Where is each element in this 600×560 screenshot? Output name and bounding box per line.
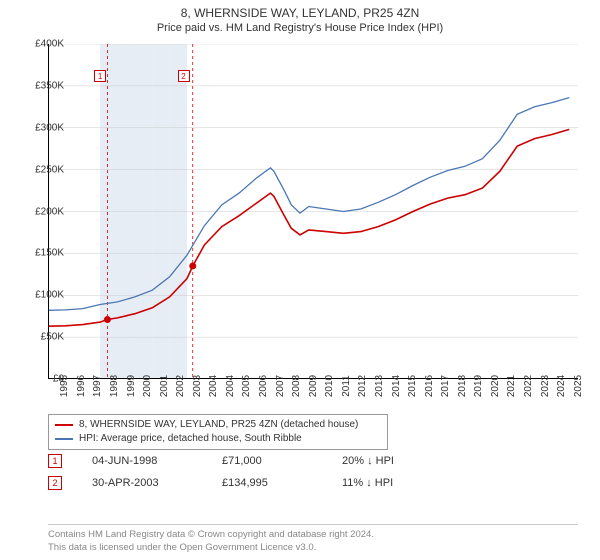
sale-price: £134,995: [222, 477, 312, 489]
sale-row: 2 30-APR-2003 £134,995 11% ↓ HPI: [48, 476, 578, 490]
attribution-line2: This data is licensed under the Open Gov…: [48, 542, 578, 554]
x-tick-label: 2006: [258, 375, 269, 397]
legend-item: HPI: Average price, detached house, Sout…: [55, 432, 381, 446]
x-tick-label: 2000: [142, 375, 153, 397]
plot-area: 12: [48, 44, 578, 379]
x-tick-label: 2021: [506, 375, 517, 397]
chart-title: 8, WHERNSIDE WAY, LEYLAND, PR25 4ZN: [0, 0, 600, 20]
x-tick-label: 2007: [275, 375, 286, 397]
x-tick-label: 2008: [291, 375, 302, 397]
sale-marker-label: 1: [94, 70, 106, 82]
sale-date: 30-APR-2003: [92, 477, 192, 489]
x-tick-label: 2009: [308, 375, 319, 397]
x-tick-label: 2003: [192, 375, 203, 397]
y-tick-label: £300K: [20, 122, 64, 133]
y-tick-label: £200K: [20, 206, 64, 217]
legend-label: HPI: Average price, detached house, Sout…: [79, 432, 302, 446]
legend-swatch: [55, 424, 73, 426]
x-tick-label: 1998: [109, 375, 120, 397]
x-tick-label: 2015: [407, 375, 418, 397]
attribution-line1: Contains HM Land Registry data © Crown c…: [48, 529, 578, 541]
sale-marker-icon: 1: [48, 454, 62, 468]
sale-marker-label: 2: [178, 70, 190, 82]
sale-row: 1 04-JUN-1998 £71,000 20% ↓ HPI: [48, 454, 578, 468]
sale-marker-icon: 2: [48, 476, 62, 490]
y-tick-label: £100K: [20, 290, 64, 301]
y-tick-label: £350K: [20, 80, 64, 91]
legend-swatch: [55, 438, 73, 440]
sale-delta: 11% ↓ HPI: [342, 477, 393, 489]
legend-item: 8, WHERNSIDE WAY, LEYLAND, PR25 4ZN (det…: [55, 418, 381, 432]
x-tick-label: 2017: [440, 375, 451, 397]
x-tick-label: 2018: [457, 375, 468, 397]
x-tick-label: 2025: [573, 375, 584, 397]
x-tick-label: 2013: [374, 375, 385, 397]
x-tick-label: 2024: [556, 375, 567, 397]
y-tick-label: £250K: [20, 164, 64, 175]
y-tick-label: £150K: [20, 248, 64, 259]
sale-delta: 20% ↓ HPI: [342, 455, 394, 467]
x-tick-label: 1999: [126, 375, 137, 397]
x-tick-label: 2016: [424, 375, 435, 397]
x-tick-label: 2010: [324, 375, 335, 397]
x-tick-label: 2011: [341, 375, 352, 397]
x-tick-label: 2020: [490, 375, 501, 397]
sale-date: 04-JUN-1998: [92, 455, 192, 467]
sales-table: 1 04-JUN-1998 £71,000 20% ↓ HPI 2 30-APR-2003…: [48, 454, 578, 498]
x-tick-label: 2012: [357, 375, 368, 397]
chart-container: 8, WHERNSIDE WAY, LEYLAND, PR25 4ZN Pric…: [0, 0, 600, 560]
x-tick-label: 1997: [92, 375, 103, 397]
x-tick-label: 2004: [225, 375, 236, 397]
x-tick-label: 2023: [540, 375, 551, 397]
y-tick-label: £0: [20, 374, 64, 385]
x-tick-label: 2022: [523, 375, 534, 397]
x-tick-label: 1995: [59, 375, 70, 397]
x-tick-label: 2002: [175, 375, 186, 397]
y-tick-label: £50K: [20, 332, 64, 343]
x-tick-label: 2005: [241, 375, 252, 397]
y-tick-label: £400K: [20, 39, 64, 50]
x-tick-label: 2001: [159, 375, 170, 397]
legend: 8, WHERNSIDE WAY, LEYLAND, PR25 4ZN (det…: [48, 414, 388, 450]
legend-label: 8, WHERNSIDE WAY, LEYLAND, PR25 4ZN (det…: [79, 418, 358, 432]
chart-subtitle: Price paid vs. HM Land Registry's House …: [0, 20, 600, 38]
attribution: Contains HM Land Registry data © Crown c…: [48, 524, 578, 554]
x-tick-label: 2004: [208, 375, 219, 397]
x-tick-label: 2014: [391, 375, 402, 397]
x-tick-label: 1996: [76, 375, 87, 397]
x-tick-label: 2019: [473, 375, 484, 397]
sale-price: £71,000: [222, 455, 312, 467]
